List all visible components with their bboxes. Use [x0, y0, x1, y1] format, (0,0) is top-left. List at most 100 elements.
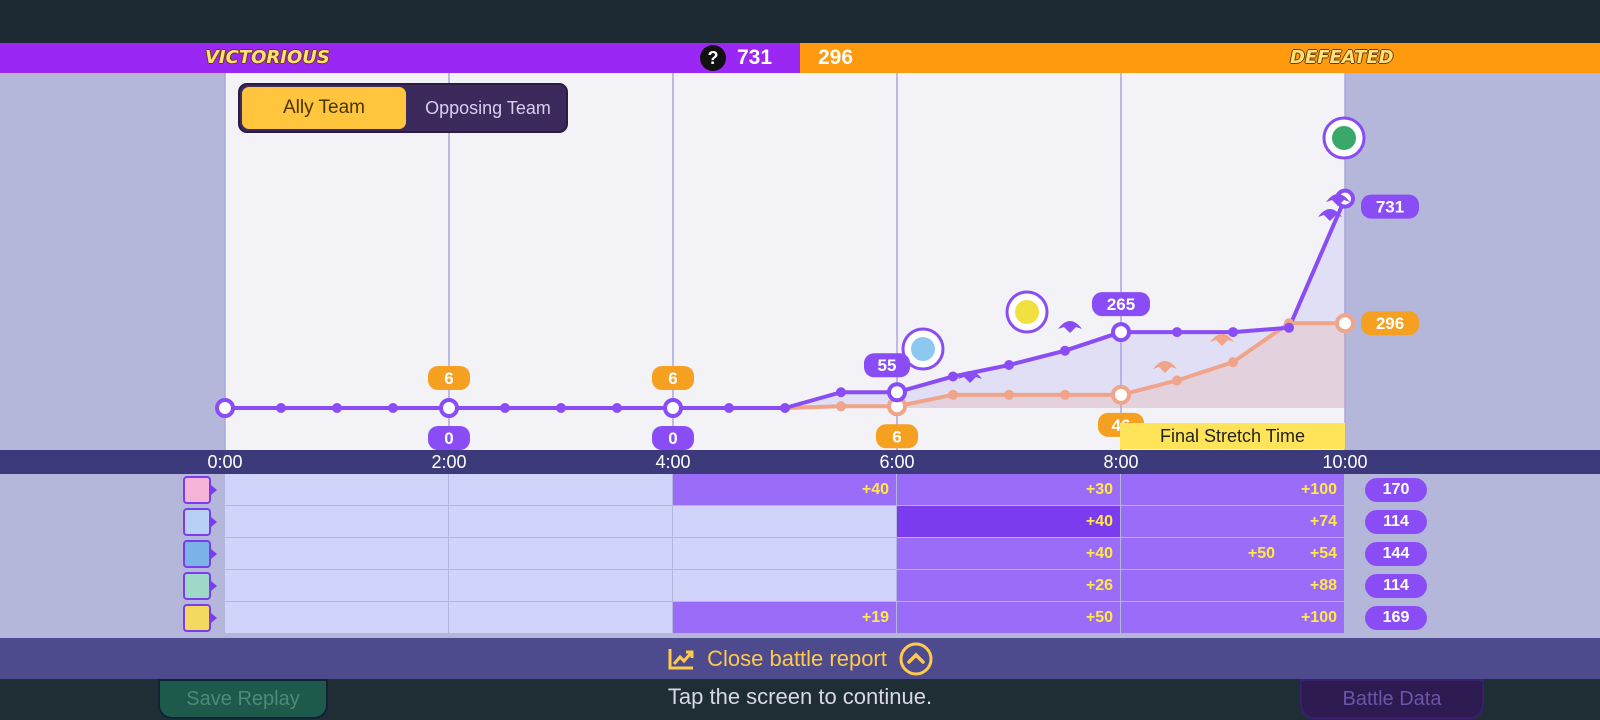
opp-result-bar: 296 DEFEATED	[800, 43, 1600, 73]
table-row: +26 +88	[225, 570, 1345, 601]
player-avatar[interactable]	[183, 572, 211, 600]
table-cell	[673, 570, 896, 601]
opp-score-label-bg	[1361, 311, 1419, 336]
score-increment: +100	[1300, 609, 1337, 626]
ally-point	[500, 403, 510, 413]
x-tick-label: 0:00	[207, 452, 243, 472]
ally-point	[1060, 345, 1070, 356]
ally-point	[836, 387, 846, 398]
table-cell	[897, 602, 1120, 633]
table-cell	[1121, 538, 1344, 569]
player-total-score: 170	[1365, 478, 1427, 502]
player-total-score: 144	[1365, 542, 1427, 566]
score-increment: +40	[1085, 545, 1113, 562]
ally-point-major	[439, 398, 459, 418]
score-increment: +40	[1085, 513, 1113, 530]
player-total-score: 114	[1365, 574, 1427, 598]
ally-point	[1284, 322, 1294, 333]
chart-event-icons	[901, 116, 1366, 383]
opp-objective-icon	[1153, 361, 1177, 373]
opp-point-major	[1335, 313, 1355, 334]
ally-score-label: 0	[444, 429, 453, 448]
opp-point	[1060, 389, 1070, 400]
table-cell	[225, 474, 448, 505]
opp-point	[1172, 375, 1182, 386]
opp-score-label: 6	[892, 427, 901, 446]
ally-score-label-bg	[652, 426, 694, 450]
result-bar: VICTORIOUS ? 731 296 DEFEATED	[0, 43, 1600, 73]
ally-point-major	[887, 382, 907, 403]
player-avatar[interactable]	[183, 604, 211, 632]
player-avatar[interactable]	[183, 508, 211, 536]
table-cell	[225, 570, 448, 601]
opp-score-label-bg	[428, 366, 470, 390]
ally-objective-icon	[1058, 321, 1082, 333]
player-avatar[interactable]	[183, 540, 211, 568]
table-row: +40 +74	[225, 506, 1345, 537]
ally-score-label-bg	[1361, 194, 1419, 219]
chevron-up-icon	[899, 642, 933, 675]
opp-score-label: 6	[444, 369, 453, 388]
ally-pokemon-icon-2-fill	[1015, 300, 1039, 324]
x-tick-label: 6:00	[879, 452, 915, 472]
table-cell	[673, 538, 896, 569]
graph-left-margin	[0, 73, 225, 450]
player-total-score: 114	[1365, 510, 1427, 534]
ally-point	[332, 403, 342, 413]
table-cell	[225, 602, 448, 633]
chart-icon	[668, 648, 694, 669]
table-cell	[225, 538, 448, 569]
table-cell	[897, 570, 1120, 601]
ally-point	[612, 403, 622, 413]
opp-objective-icon	[1210, 334, 1234, 346]
battle-data-button[interactable]: Battle Data	[1300, 679, 1484, 719]
opp-score-label-bg	[876, 424, 918, 449]
ally-point	[724, 403, 734, 413]
score-increment: +19	[861, 609, 889, 626]
opp-point-major	[1111, 384, 1131, 405]
score-increment: +26	[1085, 577, 1113, 594]
ally-score-label: 55	[878, 356, 897, 375]
opp-area	[785, 323, 1345, 408]
opp-result-label: DEFEATED	[1290, 47, 1394, 68]
table-cell	[449, 474, 672, 505]
table-cell	[449, 538, 672, 569]
ally-point	[276, 403, 286, 413]
ally-team-tab[interactable]: Ally Team	[242, 87, 406, 129]
ally-result-label: VICTORIOUS	[205, 47, 330, 68]
ally-point-major	[1111, 322, 1131, 343]
opp-point	[1004, 389, 1014, 400]
table-cell	[1121, 570, 1344, 601]
close-battle-report-button[interactable]: Close battle report	[0, 638, 1600, 679]
chart-labels: 005526573166646296	[428, 194, 1419, 450]
continue-hint: Tap the screen to continue.	[667, 684, 933, 709]
table-cell	[1121, 474, 1344, 505]
score-increment: +50	[1247, 545, 1275, 562]
score-increment: +30	[1085, 481, 1113, 498]
ally-score-label: 731	[1376, 198, 1404, 217]
ally-score-label-bg	[864, 353, 910, 378]
opposing-team-tab[interactable]: Opposing Team	[425, 98, 551, 118]
opp-point	[948, 389, 958, 400]
ally-point-major	[215, 398, 235, 418]
graph-right-margin	[1345, 73, 1600, 450]
avatar-arrow-icon	[211, 581, 217, 591]
ally-objective-icon	[1318, 209, 1342, 221]
ally-score-label: 265	[1107, 295, 1135, 314]
player-avatar[interactable]	[183, 476, 211, 504]
ally-point-major	[663, 398, 683, 418]
ally-point	[780, 403, 790, 413]
help-icon[interactable]: ?	[700, 45, 726, 71]
table-cell	[673, 474, 896, 505]
save-replay-button[interactable]: Save Replay	[158, 679, 328, 719]
ally-point	[388, 403, 398, 413]
x-tick-label: 8:00	[1103, 452, 1139, 472]
table-cell	[897, 474, 1120, 505]
top-background	[0, 0, 1600, 43]
avatar-arrow-icon	[211, 485, 217, 495]
table-cell	[673, 602, 896, 633]
avatar-arrow-icon	[211, 549, 217, 559]
ally-pokemon-icon-1-fill	[911, 337, 935, 361]
score-increment: +50	[1085, 609, 1113, 626]
score-increment: +74	[1309, 513, 1337, 530]
